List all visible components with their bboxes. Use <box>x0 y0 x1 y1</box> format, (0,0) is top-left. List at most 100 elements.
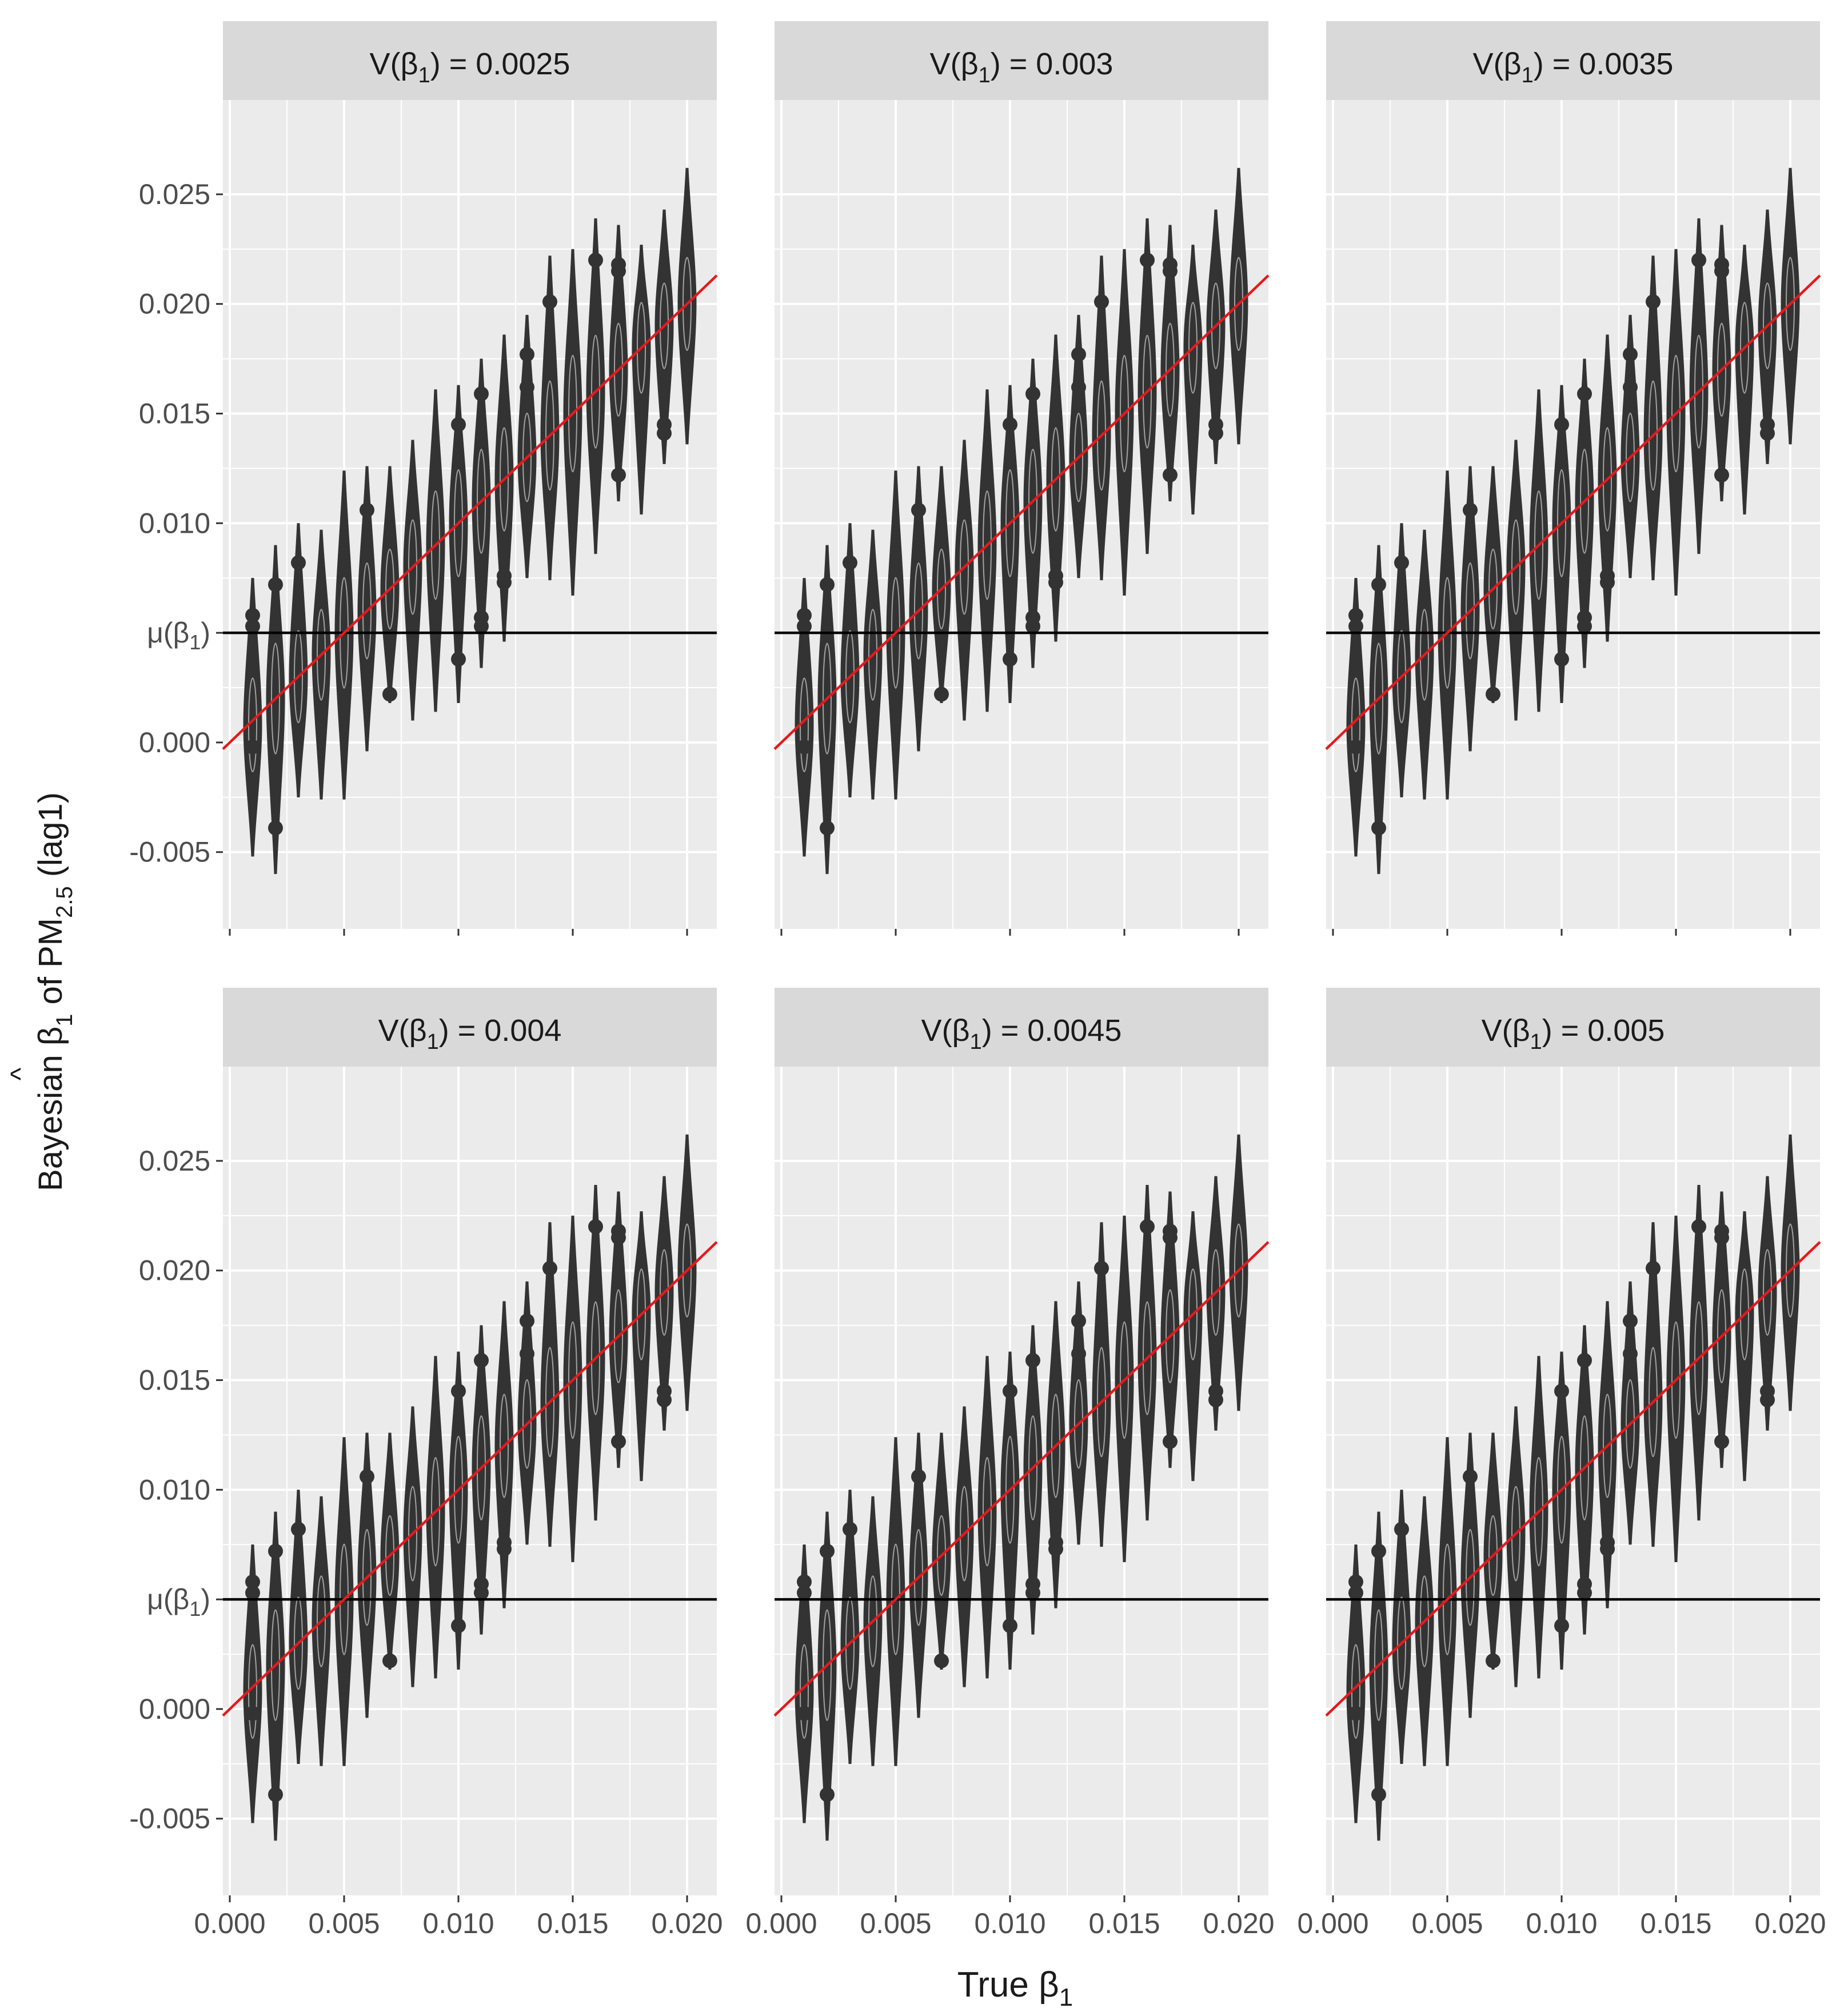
violin-inner-box <box>545 380 554 491</box>
outlier-point <box>1348 739 1363 754</box>
outlier-point <box>611 467 626 482</box>
violin-inner-box <box>937 548 946 630</box>
violin-inner-box <box>1074 1379 1083 1469</box>
x-tick-label: 0.010 <box>974 1907 1045 1939</box>
x-axis-title: True β1 <box>957 1965 1073 2011</box>
violin-inner-box <box>1786 257 1795 351</box>
outlier-point <box>1600 1541 1615 1556</box>
violin-inner-box <box>1740 302 1749 394</box>
violin-inner-box <box>1603 1394 1612 1498</box>
violin-inner-box <box>1188 302 1198 394</box>
violin-inner-box <box>960 519 969 615</box>
violin <box>586 1185 605 1521</box>
outlier-point <box>1623 1313 1638 1328</box>
violin <box>909 1432 928 1718</box>
violin <box>1506 440 1526 721</box>
outlier-point <box>1003 652 1017 667</box>
outlier-point <box>1463 1469 1478 1484</box>
violin <box>380 1432 400 1670</box>
violin-inner-box <box>1097 380 1106 491</box>
violin-inner-box <box>362 1529 372 1626</box>
violin-group <box>795 167 1248 875</box>
facet-title: V(β1) = 0.004 <box>378 1013 562 1054</box>
outlier-point <box>1048 1541 1063 1556</box>
outlier-point <box>542 1260 557 1276</box>
outlier-point <box>1048 574 1063 590</box>
outlier-point <box>1646 294 1661 309</box>
violin-inner-box <box>1005 1435 1015 1544</box>
violin-inner-box <box>1671 1321 1681 1439</box>
violin <box>426 389 445 712</box>
outlier-point <box>1691 1219 1706 1235</box>
violin-inner-box <box>1717 322 1726 417</box>
outlier-point <box>797 618 812 634</box>
facet-panel: V(β1) = 0.0045 <box>773 988 1270 1902</box>
violin <box>1529 389 1548 712</box>
violin-inner-box <box>1028 449 1037 554</box>
outlier-point <box>1163 1230 1178 1245</box>
violin <box>426 1356 445 1679</box>
y-tick-label: 0.000 <box>139 726 210 759</box>
violin <box>1000 385 1020 703</box>
facet-panel: V(β1) = 0.0025 <box>222 21 718 936</box>
y-tick-label: 0.015 <box>139 1364 210 1396</box>
violin-inner-box <box>1557 469 1566 577</box>
outlier-point <box>451 417 466 432</box>
outlier-point <box>451 1383 466 1399</box>
outlier-point <box>611 1434 626 1449</box>
outlier-point <box>245 1585 260 1600</box>
outlier-point <box>1577 386 1592 402</box>
violin <box>1712 225 1731 502</box>
violin-inner-box <box>637 302 646 394</box>
violin <box>449 385 468 703</box>
outlier-point <box>1348 1706 1363 1721</box>
violin <box>586 218 605 554</box>
violin <box>1621 314 1640 578</box>
violin <box>1092 1222 1111 1547</box>
violin <box>1137 1185 1157 1521</box>
violin <box>1046 334 1065 642</box>
violin <box>1415 1496 1434 1766</box>
violin <box>1160 1191 1180 1468</box>
outlier-point <box>451 652 466 667</box>
outlier-point <box>1486 686 1500 702</box>
violin <box>817 1511 837 1841</box>
violin <box>1689 218 1709 554</box>
violin-inner-box <box>1763 1249 1772 1336</box>
violin-inner-box <box>522 412 532 502</box>
outlier-point <box>820 577 835 592</box>
facet-title: V(β1) = 0.0035 <box>1473 47 1674 87</box>
violin-inner-box <box>614 322 623 417</box>
facet-strip <box>1326 21 1820 100</box>
violin <box>540 256 560 581</box>
violin <box>1598 334 1617 642</box>
violin <box>357 1432 377 1718</box>
violin <box>677 167 697 445</box>
violin-inner-box <box>1786 1223 1795 1318</box>
outlier-point <box>1714 467 1729 482</box>
violin <box>1137 218 1157 554</box>
outlier-point <box>1577 1353 1592 1368</box>
outlier-point <box>1577 1585 1592 1600</box>
violin-inner-box <box>1166 322 1175 417</box>
violin <box>1023 1325 1043 1635</box>
violin-inner-box <box>1211 1249 1220 1336</box>
outlier-point <box>291 1522 306 1537</box>
violin <box>472 358 491 668</box>
outlier-point <box>382 1653 397 1668</box>
outlier-point <box>1714 1230 1729 1245</box>
violin-inner-box <box>1580 449 1589 554</box>
x-tick-label: 0.000 <box>745 1907 817 1939</box>
violin-inner-box <box>845 630 855 724</box>
outlier-point <box>934 686 949 702</box>
y-tick-label: 0.015 <box>139 398 210 430</box>
facet-title: V(β1) = 0.005 <box>1482 1013 1665 1054</box>
violin-inner-box <box>1143 334 1152 449</box>
violin-inner-box <box>408 1486 417 1582</box>
x-tick-label: 0.020 <box>1203 1907 1274 1939</box>
violin <box>977 389 997 712</box>
outlier-point <box>797 1706 812 1721</box>
violin <box>1552 1351 1571 1670</box>
outlier-point <box>1554 1618 1569 1634</box>
violin-inner-box <box>1234 257 1243 351</box>
